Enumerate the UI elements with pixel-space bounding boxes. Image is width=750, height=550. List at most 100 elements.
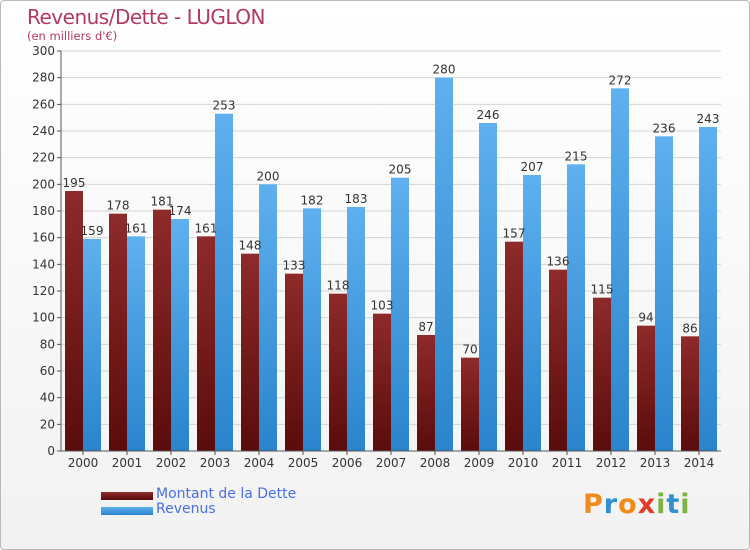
logo-letter: i [680,489,691,520]
data-label-debt: 70 [462,343,477,357]
y-tick-label: 260 [32,97,55,111]
data-label-debt: 157 [503,227,526,241]
bar-revenus [523,175,541,451]
x-tick-label: 2011 [552,456,583,470]
x-tick-label: 2001 [112,456,143,470]
bar-revenus [127,236,145,451]
data-label-revenus: 174 [169,204,192,218]
logo-letter: i [656,489,667,520]
y-tick-label: 180 [32,204,55,218]
bar-revenus [435,77,453,452]
x-tick-label: 2014 [684,456,715,470]
bar-revenus [83,239,101,451]
y-tick-label: 40 [40,391,55,405]
x-tick-label: 2005 [288,456,319,470]
logo-letter: o [618,489,638,520]
data-label-revenus: 183 [345,192,368,206]
bar-debt [505,241,523,451]
data-label-revenus: 236 [653,121,676,135]
logo-letter: x [637,489,657,520]
bar-revenus [171,219,189,451]
x-tick-label: 2002 [156,456,187,470]
bar-debt [549,269,567,451]
x-tick-label: 2007 [376,456,407,470]
bar-debt [285,273,303,451]
bar-debt [417,335,435,451]
bar-debt [109,213,127,451]
bar-revenus [303,208,321,451]
bar-debt [241,253,259,451]
bar-debt [197,236,215,451]
bar-revenus [655,136,673,452]
x-tick-label: 2004 [244,456,275,470]
legend-label-debt: Montant de la Dette [156,486,297,502]
chart-subtitle: (en milliers d'€) [27,29,118,43]
data-label-revenus: 200 [257,169,280,183]
data-label-revenus: 253 [213,99,236,113]
bar-debt [65,191,83,451]
y-tick-label: 60 [40,364,55,378]
bar-revenus [215,113,233,452]
data-label-revenus: 205 [389,163,412,177]
bar-revenus [479,123,497,451]
data-label-revenus: 207 [521,160,544,174]
bar-debt [637,325,655,451]
data-label-debt: 133 [283,259,306,273]
y-tick-label: 140 [32,257,55,271]
data-label-revenus: 182 [301,193,324,207]
proxiti-logo: Proxiti [583,489,691,520]
bar-debt [461,357,479,451]
x-tick-label: 2012 [596,456,627,470]
bar-debt [373,313,391,451]
data-label-debt: 118 [327,279,350,293]
x-tick-label: 2000 [68,456,99,470]
y-tick-label: 280 [32,71,55,85]
x-tick-label: 2013 [640,456,671,470]
legend-swatch-revenus [101,507,153,515]
x-tick-label: 2009 [464,456,495,470]
bar-revenus [259,184,277,452]
bar-debt [593,297,611,451]
bar-debt [153,209,171,451]
bar-revenus [347,207,365,451]
y-tick-label: 200 [32,177,55,191]
bar-revenus [567,164,585,452]
data-label-revenus: 246 [477,108,500,122]
bar-debt [329,293,347,451]
data-label-debt: 178 [107,199,130,213]
data-label-debt: 94 [638,311,653,325]
data-label-revenus: 215 [565,149,588,163]
data-label-debt: 148 [239,239,262,253]
data-label-debt: 195 [63,176,86,190]
x-tick-label: 2006 [332,456,363,470]
data-label-debt: 136 [547,255,570,269]
y-tick-label: 0 [47,444,55,458]
y-tick-label: 240 [32,124,55,138]
bar-debt [681,336,699,451]
data-label-debt: 161 [195,221,218,235]
y-tick-label: 120 [32,284,55,298]
bar-revenus [611,88,629,451]
data-label-debt: 86 [682,321,697,335]
y-tick-label: 300 [32,44,55,58]
legend-label-revenus: Revenus [156,501,216,517]
logo-letter: r [603,489,619,520]
data-label-revenus: 159 [81,224,104,238]
data-label-revenus: 161 [125,221,148,235]
legend-swatch-debt [101,492,153,500]
data-label-debt: 181 [151,195,174,209]
y-tick-label: 80 [40,337,55,351]
chart-title: Revenus/Dette - LUGLON [27,5,266,29]
bar-revenus [391,177,409,451]
data-label-revenus: 243 [697,112,720,126]
x-tick-label: 2008 [420,456,451,470]
x-tick-label: 2010 [508,456,539,470]
logo-letter: t [666,489,681,520]
y-tick-label: 20 [40,417,55,431]
y-tick-label: 160 [32,231,55,245]
data-label-debt: 103 [371,299,394,313]
data-label-revenus: 280 [433,63,456,77]
x-tick-label: 2003 [200,456,231,470]
